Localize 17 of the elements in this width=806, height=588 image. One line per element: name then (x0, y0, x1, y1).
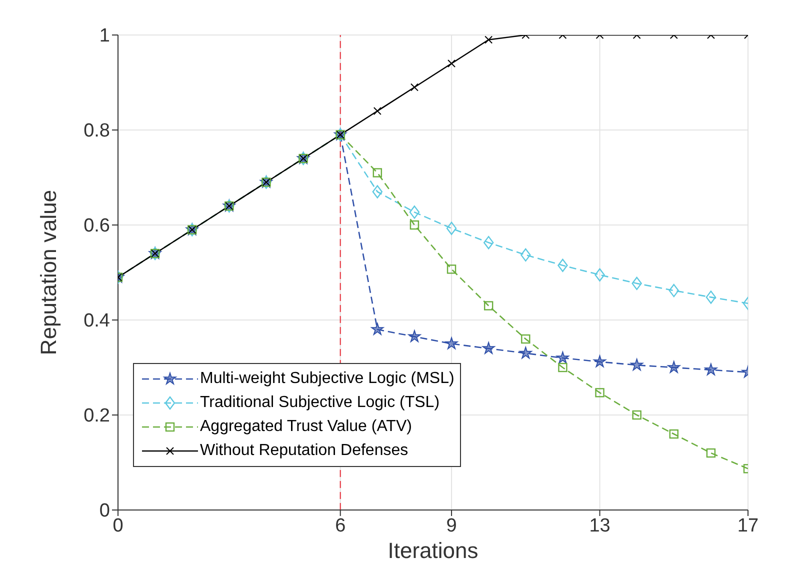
legend-label: Multi-weight Subjective Logic (MSL) (200, 370, 454, 388)
y-tick-label: 0.6 (84, 216, 110, 237)
y-tick-label: 0.2 (84, 406, 110, 427)
x-tick-label: 13 (589, 515, 610, 536)
x-tick-label: 6 (335, 515, 346, 536)
y-tick-label: 0.8 (84, 120, 110, 142)
legend-label: Aggregated Trust Value (ATV) (200, 418, 412, 436)
legend-label: Without Reputation Defenses (200, 442, 408, 460)
y-axis-title: Reputation value (36, 190, 61, 356)
x-tick-label: 0 (112, 515, 124, 536)
y-tick-label: 0 (99, 500, 110, 522)
x-axis-title: Iterations (388, 538, 478, 563)
x-tick-label: 9 (446, 515, 457, 536)
y-tick-label: 1 (99, 26, 110, 47)
y-tick-label: 0.4 (84, 310, 110, 332)
x-tick-label: 17 (737, 515, 759, 536)
legend-label: Traditional Subjective Logic (TSL) (200, 394, 440, 412)
